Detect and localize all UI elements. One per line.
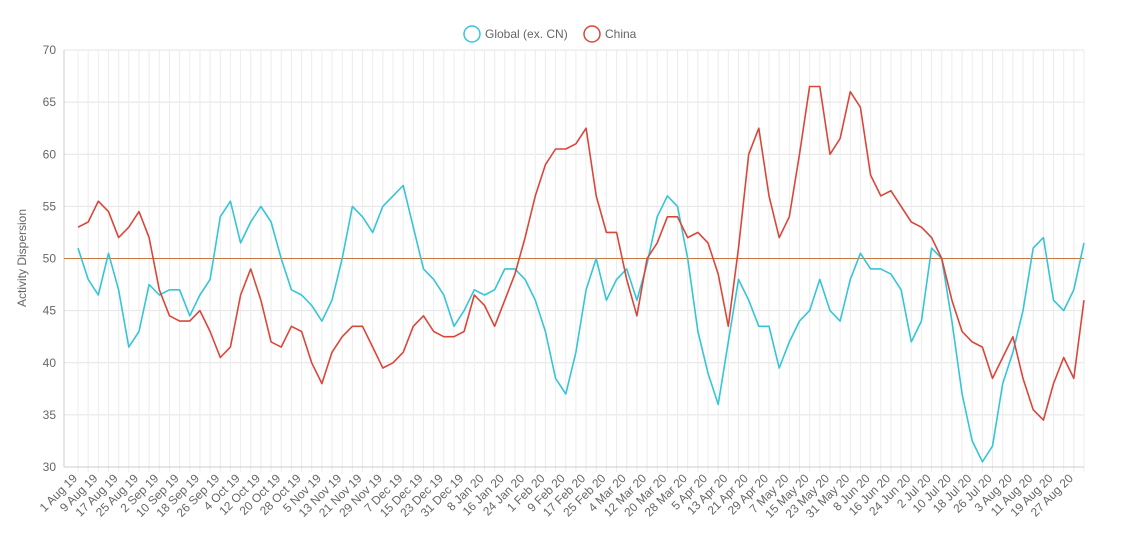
legend-label: China [605, 27, 637, 41]
series-line [77, 184, 1085, 463]
y-tick-label: 40 [43, 356, 57, 370]
y-tick-label: 30 [43, 460, 57, 474]
y-tick-label: 55 [43, 199, 57, 213]
y-tick-label: 50 [43, 252, 57, 266]
series-line [77, 85, 1085, 421]
legend-marker [463, 25, 481, 43]
y-tick-label: 70 [43, 43, 57, 57]
legend-label: Global (ex. CN) [485, 27, 568, 41]
y-axis-label: Activity Dispersion [15, 209, 29, 307]
y-tick-label: 35 [43, 408, 57, 422]
y-tick-label: 65 [43, 95, 57, 109]
y-tick-label: 60 [43, 147, 57, 161]
y-tick-label: 45 [43, 304, 57, 318]
legend-marker [583, 25, 601, 43]
